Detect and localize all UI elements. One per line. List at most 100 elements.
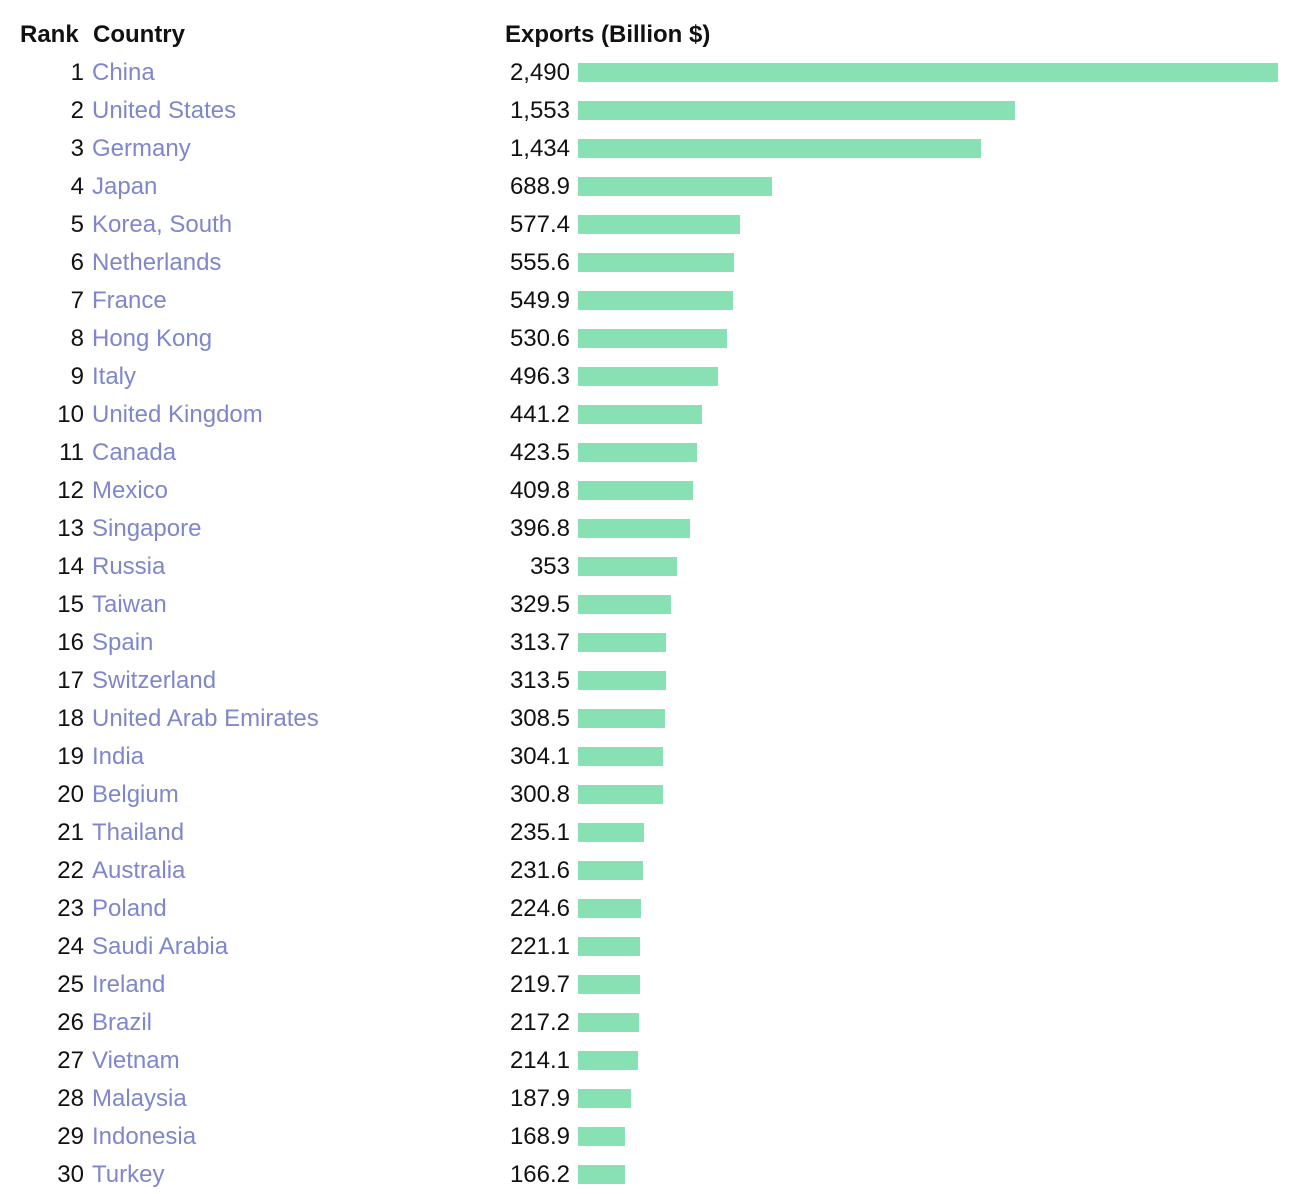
country-link[interactable]: Italy bbox=[92, 363, 137, 390]
export-value-label: 423.5 bbox=[509, 439, 570, 466]
export-value-label: 214.1 bbox=[509, 1047, 570, 1074]
country-link[interactable]: Canada bbox=[92, 439, 177, 466]
export-value-label: 304.1 bbox=[509, 743, 570, 770]
table-row: 28 Malaysia 187.9 bbox=[0, 1080, 1312, 1118]
export-bar bbox=[578, 63, 1278, 82]
export-value-label: 224.6 bbox=[509, 895, 570, 922]
rank-cell: 18 bbox=[57, 705, 84, 732]
rank-cell: 9 bbox=[70, 363, 84, 390]
export-value-label: 353 bbox=[529, 553, 570, 580]
export-value-label: 577.4 bbox=[509, 211, 570, 238]
table-row: 6 Netherlands 555.6 bbox=[0, 244, 1312, 282]
table-row: 22 Australia 231.6 bbox=[0, 852, 1312, 890]
country-link[interactable]: United Arab Emirates bbox=[92, 705, 319, 732]
table-row: 16 Spain 313.7 bbox=[0, 624, 1312, 662]
export-value-label: 496.3 bbox=[509, 363, 570, 390]
country-column-header: Country bbox=[93, 21, 185, 48]
export-value-label: 166.2 bbox=[509, 1161, 570, 1188]
table-row: 10 United Kingdom 441.2 bbox=[0, 396, 1312, 434]
export-value-label: 235.1 bbox=[509, 819, 570, 846]
export-value-label: 187.9 bbox=[509, 1085, 570, 1112]
export-bar bbox=[578, 937, 640, 956]
export-bar bbox=[578, 519, 690, 538]
country-link[interactable]: United Kingdom bbox=[92, 401, 263, 428]
country-link[interactable]: Australia bbox=[92, 857, 186, 884]
export-bar bbox=[578, 671, 666, 690]
export-bar bbox=[578, 481, 693, 500]
table-row: 11 Canada 423.5 bbox=[0, 434, 1312, 472]
export-bar bbox=[578, 861, 643, 880]
table-row: 26 Brazil 217.2 bbox=[0, 1004, 1312, 1042]
country-link[interactable]: Russia bbox=[92, 553, 166, 580]
rank-cell: 30 bbox=[57, 1161, 84, 1188]
export-bar bbox=[578, 101, 1015, 120]
country-link[interactable]: Japan bbox=[92, 173, 158, 200]
export-bar bbox=[578, 595, 671, 614]
country-link[interactable]: Germany bbox=[92, 135, 191, 162]
rank-cell: 17 bbox=[57, 667, 84, 694]
export-bar bbox=[578, 633, 666, 652]
country-link[interactable]: Saudi Arabia bbox=[92, 933, 229, 960]
export-bar bbox=[578, 975, 640, 994]
export-bar bbox=[578, 557, 677, 576]
rank-cell: 5 bbox=[70, 211, 84, 238]
rank-cell: 21 bbox=[57, 819, 84, 846]
table-row: 29 Indonesia 168.9 bbox=[0, 1118, 1312, 1156]
country-link[interactable]: Singapore bbox=[92, 515, 202, 542]
exports-column-header: Exports (Billion $) bbox=[505, 21, 711, 48]
country-link[interactable]: Malaysia bbox=[92, 1085, 187, 1112]
country-link[interactable]: Korea, South bbox=[92, 211, 233, 238]
table-row: 12 Mexico 409.8 bbox=[0, 472, 1312, 510]
country-link[interactable]: Hong Kong bbox=[92, 325, 213, 352]
country-link[interactable]: Poland bbox=[92, 895, 167, 922]
country-link[interactable]: Brazil bbox=[92, 1009, 153, 1036]
rank-cell: 11 bbox=[59, 439, 84, 466]
country-link[interactable]: China bbox=[92, 59, 155, 86]
export-value-label: 219.7 bbox=[509, 971, 570, 998]
export-value-label: 313.5 bbox=[509, 667, 570, 694]
country-link[interactable]: Netherlands bbox=[92, 249, 222, 276]
export-bar bbox=[578, 823, 644, 842]
rank-cell: 12 bbox=[57, 477, 84, 504]
country-link[interactable]: Switzerland bbox=[92, 667, 217, 694]
table-row: 17 Switzerland 313.5 bbox=[0, 662, 1312, 700]
country-link[interactable]: United States bbox=[92, 97, 237, 124]
rank-cell: 29 bbox=[57, 1123, 84, 1150]
table-row: 30 Turkey 166.2 bbox=[0, 1156, 1312, 1194]
country-link[interactable]: Taiwan bbox=[92, 591, 167, 618]
export-bar bbox=[578, 1013, 639, 1032]
rank-cell: 6 bbox=[70, 249, 84, 276]
country-link[interactable]: Mexico bbox=[92, 477, 169, 504]
table-row: 3 Germany 1,434 bbox=[0, 130, 1312, 168]
country-link[interactable]: Ireland bbox=[92, 971, 166, 998]
export-bar bbox=[578, 329, 727, 348]
export-bar bbox=[578, 747, 663, 766]
rank-cell: 28 bbox=[57, 1085, 84, 1112]
country-link[interactable]: France bbox=[92, 287, 167, 314]
rank-cell: 25 bbox=[57, 971, 84, 998]
rank-cell: 16 bbox=[57, 629, 84, 656]
export-bar bbox=[578, 177, 772, 196]
country-link[interactable]: Vietnam bbox=[92, 1047, 180, 1074]
export-value-label: 688.9 bbox=[509, 173, 570, 200]
export-bar bbox=[578, 899, 641, 918]
export-bar bbox=[578, 367, 718, 386]
country-link[interactable]: Indonesia bbox=[92, 1123, 197, 1150]
export-value-label: 217.2 bbox=[509, 1009, 570, 1036]
export-bar bbox=[578, 1165, 625, 1184]
rank-cell: 13 bbox=[57, 515, 84, 542]
export-value-label: 555.6 bbox=[509, 249, 570, 276]
country-link[interactable]: Spain bbox=[92, 629, 154, 656]
country-link[interactable]: Turkey bbox=[92, 1161, 165, 1188]
country-link[interactable]: Thailand bbox=[92, 819, 185, 846]
export-bar bbox=[578, 709, 665, 728]
table-row: 25 Ireland 219.7 bbox=[0, 966, 1312, 1004]
export-bar bbox=[578, 291, 733, 310]
rank-cell: 23 bbox=[57, 895, 84, 922]
table-row: 24 Saudi Arabia 221.1 bbox=[0, 928, 1312, 966]
table-row: 8 Hong Kong 530.6 bbox=[0, 320, 1312, 358]
country-link[interactable]: India bbox=[92, 743, 145, 770]
rank-cell: 27 bbox=[57, 1047, 84, 1074]
table-row: 15 Taiwan 329.5 bbox=[0, 586, 1312, 624]
country-link[interactable]: Belgium bbox=[92, 781, 179, 808]
